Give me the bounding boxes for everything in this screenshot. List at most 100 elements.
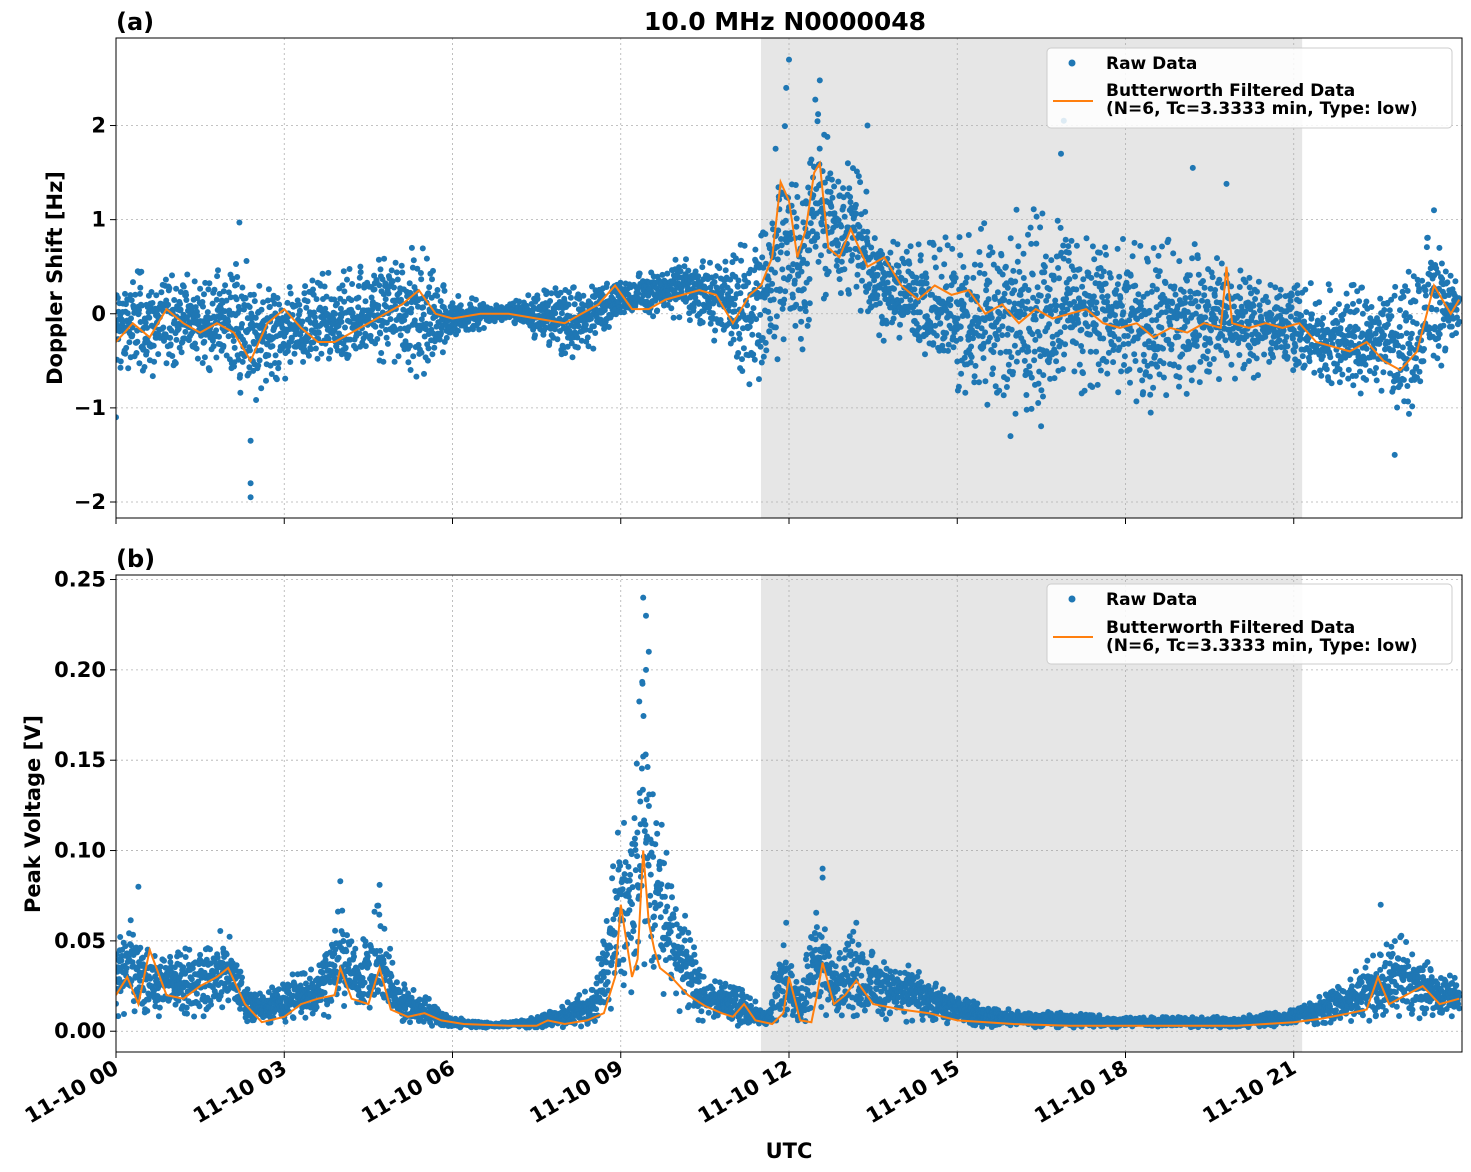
raw-data-point [1081, 299, 1087, 306]
raw-data-point [308, 966, 315, 973]
raw-data-point [1384, 321, 1391, 328]
raw-data-point [1032, 336, 1039, 343]
raw-data-point [1062, 236, 1069, 243]
raw-data-point [167, 953, 174, 960]
raw-data-point [237, 968, 244, 975]
raw-data-point [242, 295, 249, 302]
raw-data-point [1253, 355, 1260, 362]
raw-data-point [806, 300, 813, 307]
raw-data-point [854, 271, 861, 278]
raw-data-point [640, 292, 647, 299]
raw-data-point [1073, 340, 1079, 347]
raw-data-point [231, 363, 237, 370]
raw-data-point [957, 335, 964, 342]
raw-data-point [748, 318, 754, 325]
raw-data-point [804, 322, 811, 329]
raw-data-point [903, 248, 910, 255]
raw-data-point [328, 997, 335, 1004]
raw-data-point [1105, 349, 1112, 356]
raw-data-point [1064, 306, 1071, 313]
raw-data-point [1252, 296, 1259, 302]
raw-data-point [932, 322, 939, 329]
raw-data-point [1029, 331, 1036, 338]
raw-data-point [566, 289, 572, 296]
raw-data-point [1000, 392, 1007, 399]
raw-data-point [219, 1004, 226, 1011]
raw-data-point [131, 1008, 138, 1015]
raw-data-point [876, 332, 883, 339]
raw-data-point [1188, 377, 1195, 384]
raw-data-point [1250, 302, 1257, 309]
raw-data-point [1336, 366, 1343, 373]
raw-data-point [1255, 372, 1261, 379]
raw-data-point [1005, 361, 1012, 368]
raw-data-point [1288, 304, 1295, 311]
raw-data-point [436, 336, 443, 343]
raw-data-point [420, 304, 427, 311]
raw-data-point [425, 345, 432, 352]
raw-data-point [1032, 316, 1039, 323]
raw-data-point [191, 1013, 198, 1020]
raw-data-outlier [864, 122, 871, 129]
raw-data-point [1031, 357, 1038, 364]
raw-data-point [786, 273, 793, 280]
raw-data-point [170, 306, 177, 313]
raw-data-point [231, 344, 238, 351]
raw-data-point [1073, 286, 1080, 293]
raw-data-point [1162, 309, 1169, 316]
raw-data-point [1150, 384, 1157, 391]
raw-data-point [947, 296, 954, 303]
raw-data-point [590, 323, 597, 330]
raw-data-point [702, 285, 709, 292]
raw-data-point [383, 334, 390, 341]
raw-data-point [171, 297, 178, 303]
raw-data-point [420, 311, 427, 318]
raw-data-point [824, 133, 831, 140]
raw-data-point [876, 300, 883, 307]
raw-data-point [263, 377, 269, 384]
raw-data-point [1223, 313, 1229, 320]
raw-data-point [930, 340, 937, 347]
raw-data-point [1212, 287, 1219, 293]
raw-data-point [116, 294, 121, 301]
raw-data-point [167, 334, 174, 341]
raw-data-point [958, 370, 965, 377]
raw-data-point [1054, 217, 1061, 224]
raw-data-point [990, 365, 997, 372]
raw-data-point [766, 245, 773, 252]
raw-data-point [827, 189, 834, 195]
raw-data-point [1399, 344, 1406, 351]
raw-data-point [891, 285, 897, 292]
raw-data-point [480, 300, 487, 307]
raw-data-point [1323, 366, 1330, 373]
raw-data-point [801, 242, 808, 249]
raw-data-point [229, 276, 236, 283]
raw-data-point [558, 310, 565, 317]
raw-data-point [417, 270, 424, 276]
raw-data-point [719, 287, 726, 294]
raw-data-point [167, 341, 174, 348]
raw-data-point [1080, 276, 1087, 283]
raw-data-point [1040, 372, 1047, 379]
raw-data-point [1015, 349, 1022, 356]
raw-data-point [165, 301, 172, 308]
raw-data-point [1059, 304, 1066, 311]
raw-data-point [146, 314, 153, 321]
raw-data-point [193, 990, 200, 997]
raw-data-point [1176, 374, 1183, 381]
raw-data-point [931, 254, 938, 261]
raw-data-point [239, 358, 246, 365]
raw-data-point [1020, 275, 1027, 281]
raw-data-point [847, 199, 854, 206]
raw-data-point [707, 259, 713, 266]
raw-data-point [1126, 317, 1133, 324]
raw-data-point [355, 294, 362, 301]
raw-data-point [957, 323, 964, 330]
raw-data-point [429, 276, 435, 283]
raw-data-point [225, 289, 232, 296]
raw-data-point [930, 241, 937, 248]
panel-a-raw-points [116, 56, 1462, 501]
raw-data-point [284, 299, 291, 306]
raw-data-point [1207, 339, 1214, 346]
raw-data-point [355, 304, 362, 311]
